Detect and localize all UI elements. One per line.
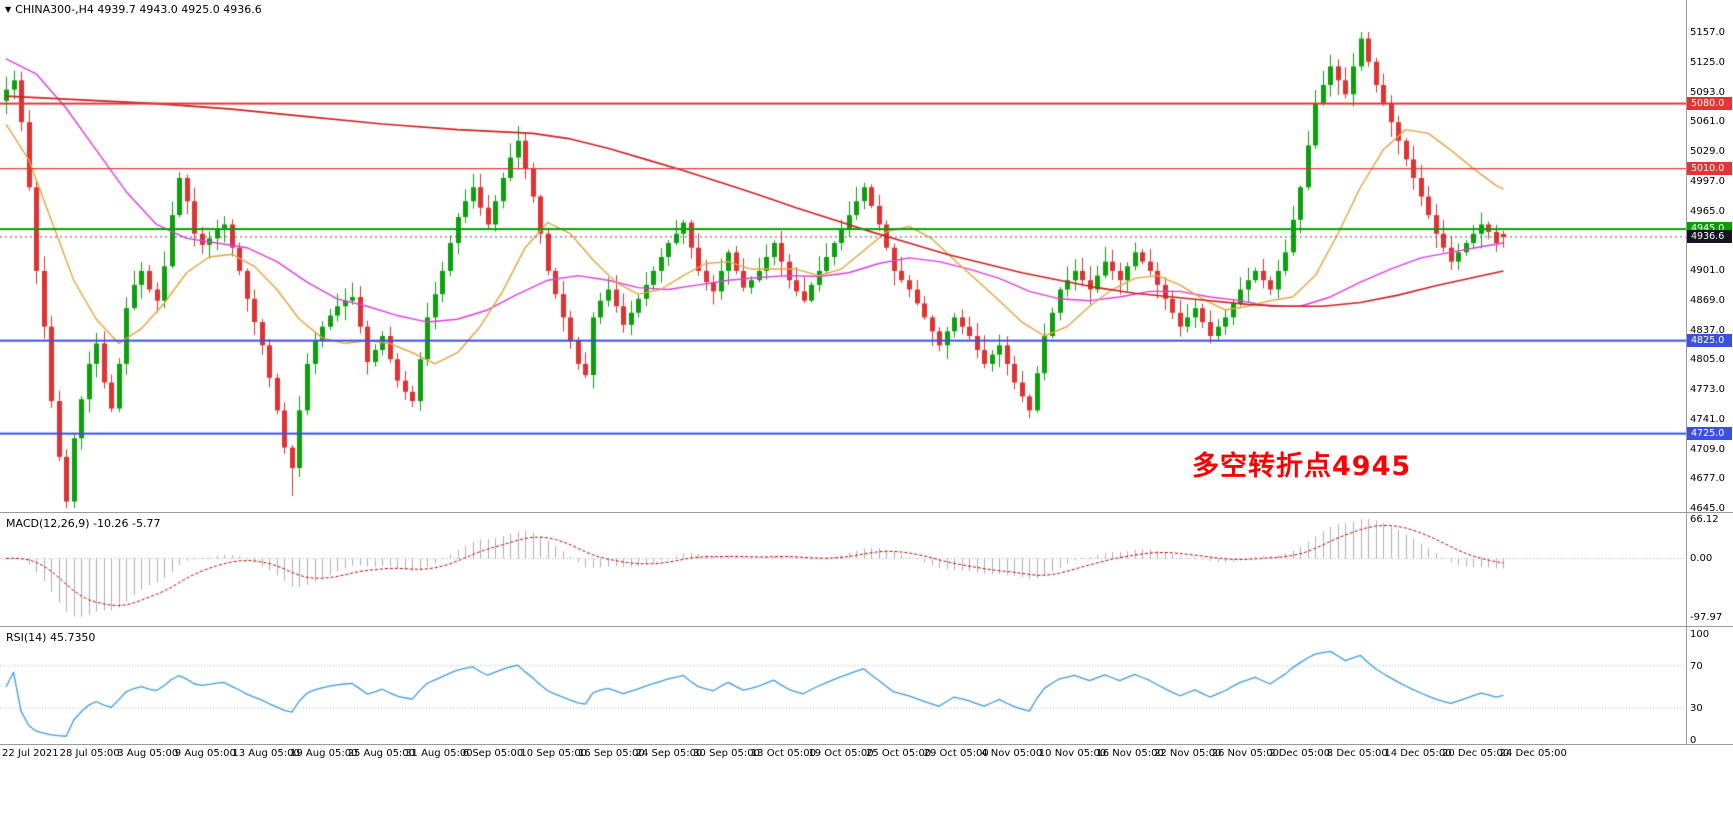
macd-tick-label: -97.97 xyxy=(1690,612,1723,623)
time-label: 16 Sep 05:00 xyxy=(578,748,645,759)
panel-separator xyxy=(0,626,1733,627)
annotation-text: 多空转折点4945 xyxy=(1192,451,1412,482)
time-label: 4 Nov 05:00 xyxy=(981,748,1043,759)
price-tick-label: 4773.0 xyxy=(1690,384,1725,395)
time-label: 24 Dec 05:00 xyxy=(1499,748,1567,759)
time-label: 19 Aug 05:00 xyxy=(290,748,358,759)
symbol-marker-icon: ▼ xyxy=(5,5,12,14)
time-label: 25 Oct 05:00 xyxy=(866,748,932,759)
rsi-tick-label: 70 xyxy=(1690,660,1703,672)
price-axis[interactable]: 5157.0 5125.0 5093.0 5061.0 5029.0 4997.0 4965… xyxy=(1687,0,1733,769)
time-label: 13 Aug 05:00 xyxy=(232,748,300,759)
current-price-tag: 4936.6 xyxy=(1687,229,1732,243)
price-tick-label: 5061.0 xyxy=(1690,116,1725,128)
price-tick-label: 4645.0 xyxy=(1690,503,1725,514)
price-tick-label: 4677.0 xyxy=(1690,473,1725,485)
price-tick-label: 4837.0 xyxy=(1690,324,1725,336)
price-tick-label: 4997.0 xyxy=(1690,175,1725,187)
symbol-title: ▼ CHINA300-,H4 4939.7 4943.0 4925.0 4936.… xyxy=(5,3,262,16)
level-price-tag: 4825.0 xyxy=(1687,333,1732,347)
time-label: 14 Dec 05:00 xyxy=(1384,748,1452,759)
rsi-tick-label: 100 xyxy=(1690,629,1710,640)
time-label: 29 Oct 05:00 xyxy=(923,748,989,759)
price-tick-label: 4709.0 xyxy=(1690,443,1725,455)
time-label: 22 Nov 05:00 xyxy=(1154,748,1222,759)
time-label: 10 Nov 05:00 xyxy=(1038,748,1107,759)
time-label: 25 Aug 05:00 xyxy=(347,748,416,759)
macd-tick-label: 0.00 xyxy=(1690,553,1713,565)
panel-separator xyxy=(0,744,1733,745)
time-label: 20 Dec 05:00 xyxy=(1442,748,1510,759)
symbol-ohlc-text: CHINA300-,H4 4939.7 4943.0 4925.0 4936.6 xyxy=(15,3,262,16)
rsi-tick-label: 0 xyxy=(1690,735,1697,746)
rsi-panel-canvas[interactable] xyxy=(0,627,1686,744)
time-label: 3 Aug 05:00 xyxy=(117,748,179,759)
price-tick-label: 4805.0 xyxy=(1690,354,1725,366)
price-tick-label: 5093.0 xyxy=(1690,86,1725,98)
time-label: 2 Dec 05:00 xyxy=(1269,748,1331,759)
time-axis[interactable]: 22 Jul 2021 28 Jul 05:00 3 Aug 05:00 9 Aug … xyxy=(0,745,1733,771)
price-tick-label: 4741.0 xyxy=(1690,413,1725,425)
macd-panel-canvas[interactable] xyxy=(0,513,1686,626)
main-chart-canvas[interactable] xyxy=(0,0,1686,512)
price-tick-label: 5125.0 xyxy=(1690,56,1725,68)
time-label: 10 Sep 05:00 xyxy=(520,748,588,759)
level-price-tag: 5010.0 xyxy=(1687,161,1732,175)
time-label: 28 Jul 05:00 xyxy=(59,748,120,759)
price-tick-label: 5029.0 xyxy=(1690,146,1725,157)
axis-separator xyxy=(1686,0,1687,744)
price-tick-label: 5157.0 xyxy=(1690,27,1725,38)
time-label: 30 Sep 05:00 xyxy=(693,748,760,759)
level-price-tag: 4725.0 xyxy=(1687,426,1732,440)
level-price-tag: 5080.0 xyxy=(1687,96,1732,110)
time-label: 6 Sep 05:00 xyxy=(462,748,524,759)
price-tick-label: 4901.0 xyxy=(1690,265,1725,276)
time-label: 19 Oct 05:00 xyxy=(808,748,874,759)
time-label: 16 Nov 05:00 xyxy=(1096,748,1164,759)
time-label: 26 Nov 05:00 xyxy=(1211,748,1280,759)
time-label: 22 Jul 2021 xyxy=(2,748,59,759)
time-label: 9 Aug 05:00 xyxy=(174,748,236,759)
time-label: 31 Aug 05:00 xyxy=(405,748,473,759)
time-label: 13 Oct 05:00 xyxy=(750,748,816,759)
rsi-indicator-label: RSI(14) 45.7350 xyxy=(6,631,96,644)
macd-indicator-label: MACD(12,26,9) -10.26 -5.77 xyxy=(6,517,161,530)
panel-separator xyxy=(0,512,1733,513)
time-label: 8 Dec 05:00 xyxy=(1326,748,1388,759)
price-tick-label: 4869.0 xyxy=(1690,294,1725,306)
time-label: 24 Sep 05:00 xyxy=(635,748,703,759)
macd-tick-label: 66.12 xyxy=(1690,514,1719,525)
price-tick-label: 4965.0 xyxy=(1690,205,1725,217)
rsi-tick-label: 30 xyxy=(1690,703,1703,715)
